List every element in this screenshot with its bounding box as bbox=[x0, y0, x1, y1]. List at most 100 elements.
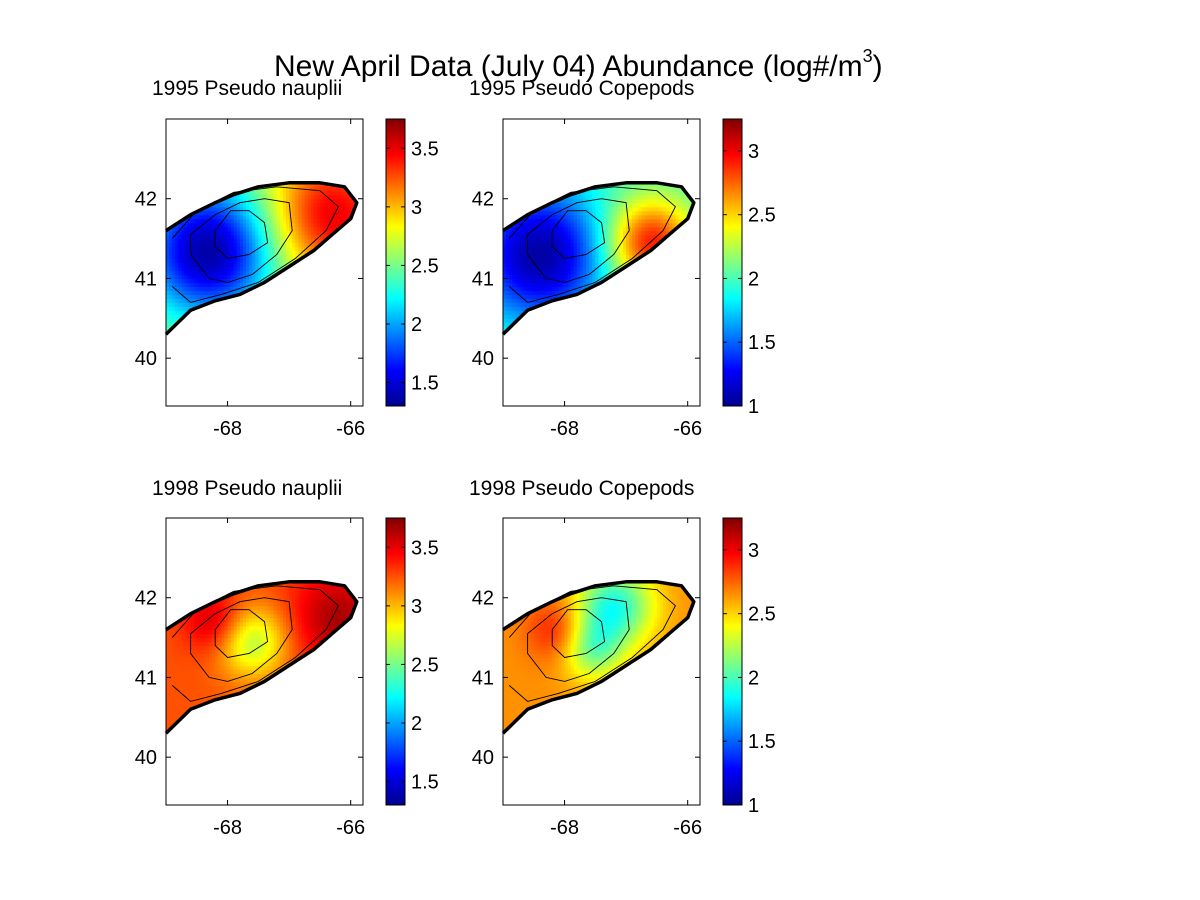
heatmap-cell bbox=[503, 266, 507, 272]
heatmap-cell bbox=[227, 270, 232, 276]
heatmap-cell bbox=[573, 218, 578, 224]
heatmap-cell bbox=[279, 198, 284, 204]
heatmap-cell bbox=[230, 238, 235, 244]
colorbar-tick-label: 3 bbox=[411, 197, 422, 219]
heatmap-cell bbox=[509, 262, 513, 268]
heatmap-cell bbox=[292, 190, 296, 196]
heatmap-cell bbox=[583, 258, 587, 264]
heatmap-cell bbox=[218, 266, 223, 272]
heatmap-cell bbox=[564, 254, 569, 260]
heatmap-cell bbox=[567, 254, 572, 260]
heatmap-cell bbox=[552, 234, 556, 240]
heatmap-cell bbox=[564, 242, 569, 248]
heatmap-cell bbox=[307, 222, 312, 228]
heatmap-cell bbox=[286, 210, 290, 216]
heatmap-cell bbox=[503, 230, 507, 236]
heatmap-cell bbox=[509, 246, 513, 252]
heatmap-cell bbox=[579, 198, 584, 204]
heatmap-cell bbox=[249, 202, 253, 208]
heatmap-cell bbox=[264, 262, 269, 268]
heatmap-cell bbox=[169, 322, 173, 327]
heatmap-cell bbox=[212, 218, 216, 224]
colorbar bbox=[385, 118, 406, 407]
heatmap-cell bbox=[506, 230, 510, 236]
heatmap-cell bbox=[218, 262, 223, 268]
heatmap-cell bbox=[292, 242, 296, 248]
heatmap-cell bbox=[512, 286, 516, 292]
heatmap-cell bbox=[255, 202, 259, 208]
heatmap-cell bbox=[289, 186, 293, 192]
heatmap-cell bbox=[307, 206, 312, 212]
heatmap-cell bbox=[589, 190, 593, 196]
heatmap-cell bbox=[218, 222, 223, 228]
heatmap-cell bbox=[193, 218, 198, 224]
heatmap-cell bbox=[255, 238, 259, 244]
heatmap-cell bbox=[579, 278, 584, 284]
heatmap-cell bbox=[175, 286, 179, 292]
heatmap-cell bbox=[184, 254, 189, 260]
heatmap-cell bbox=[619, 230, 624, 236]
heatmap-cell bbox=[539, 262, 544, 268]
heatmap-cell bbox=[635, 182, 640, 188]
heatmap-cell bbox=[589, 198, 593, 204]
heatmap-cell bbox=[242, 218, 247, 224]
heatmap-cell bbox=[656, 214, 661, 220]
heatmap-cell bbox=[558, 246, 563, 252]
heatmap-cell bbox=[316, 214, 321, 220]
heatmap-cell bbox=[521, 298, 526, 303]
heatmap-cell bbox=[279, 258, 284, 264]
heatmap-cell bbox=[295, 218, 299, 224]
heatmap-cell bbox=[258, 206, 263, 212]
heatmap-cell bbox=[561, 250, 566, 256]
heatmap-cell bbox=[344, 198, 349, 204]
heatmap-cell bbox=[583, 270, 587, 276]
heatmap-cell bbox=[530, 218, 535, 224]
heatmap-cell bbox=[193, 254, 198, 260]
heatmap-cell bbox=[653, 222, 658, 228]
heatmap-cell bbox=[252, 218, 256, 224]
heatmap-cell bbox=[169, 266, 173, 272]
heatmap-cell bbox=[218, 258, 223, 264]
heatmap-cell bbox=[629, 190, 633, 196]
heatmap-cell bbox=[598, 210, 603, 216]
heatmap-cell bbox=[184, 270, 189, 276]
heatmap-cell bbox=[583, 218, 587, 224]
heatmap-cell bbox=[246, 226, 250, 232]
heatmap-cell bbox=[503, 298, 507, 303]
heatmap-cell bbox=[601, 194, 606, 200]
heatmap-cell bbox=[503, 326, 507, 331]
heatmap-cell bbox=[255, 190, 259, 196]
heatmap-cell bbox=[264, 226, 269, 232]
heatmap-cell bbox=[181, 266, 186, 272]
heatmap-cell bbox=[230, 286, 235, 292]
heatmap-cell bbox=[267, 250, 272, 256]
heatmap-cell bbox=[524, 258, 529, 264]
heatmap-cell bbox=[555, 262, 560, 268]
heatmap-cell bbox=[233, 250, 238, 256]
heatmap-cell bbox=[567, 286, 572, 292]
heatmap-cell bbox=[515, 222, 519, 228]
heatmap-cell bbox=[543, 262, 547, 268]
heatmap-cell bbox=[592, 258, 596, 264]
heatmap-cell bbox=[583, 234, 587, 240]
heatmap-cell bbox=[610, 246, 615, 252]
heatmap-cell bbox=[209, 278, 213, 284]
heatmap-cell bbox=[583, 238, 587, 244]
heatmap-cell bbox=[246, 202, 250, 208]
heatmap-cell bbox=[227, 290, 232, 295]
heatmap-cell bbox=[341, 214, 346, 220]
heatmap-cell bbox=[215, 262, 219, 268]
heatmap-cell bbox=[289, 234, 293, 240]
heatmap-cell bbox=[267, 226, 272, 232]
heatmap-cell bbox=[329, 210, 333, 216]
heatmap-cell bbox=[506, 238, 510, 244]
heatmap-cell bbox=[273, 214, 278, 220]
heatmap-cell bbox=[616, 262, 621, 268]
heatmap-cell bbox=[181, 234, 186, 240]
heatmap-cell bbox=[322, 206, 327, 212]
heatmap-cell bbox=[196, 290, 201, 295]
heatmap-cell bbox=[592, 278, 596, 284]
heatmap-cell bbox=[276, 218, 281, 224]
heatmap-cell bbox=[533, 218, 538, 224]
